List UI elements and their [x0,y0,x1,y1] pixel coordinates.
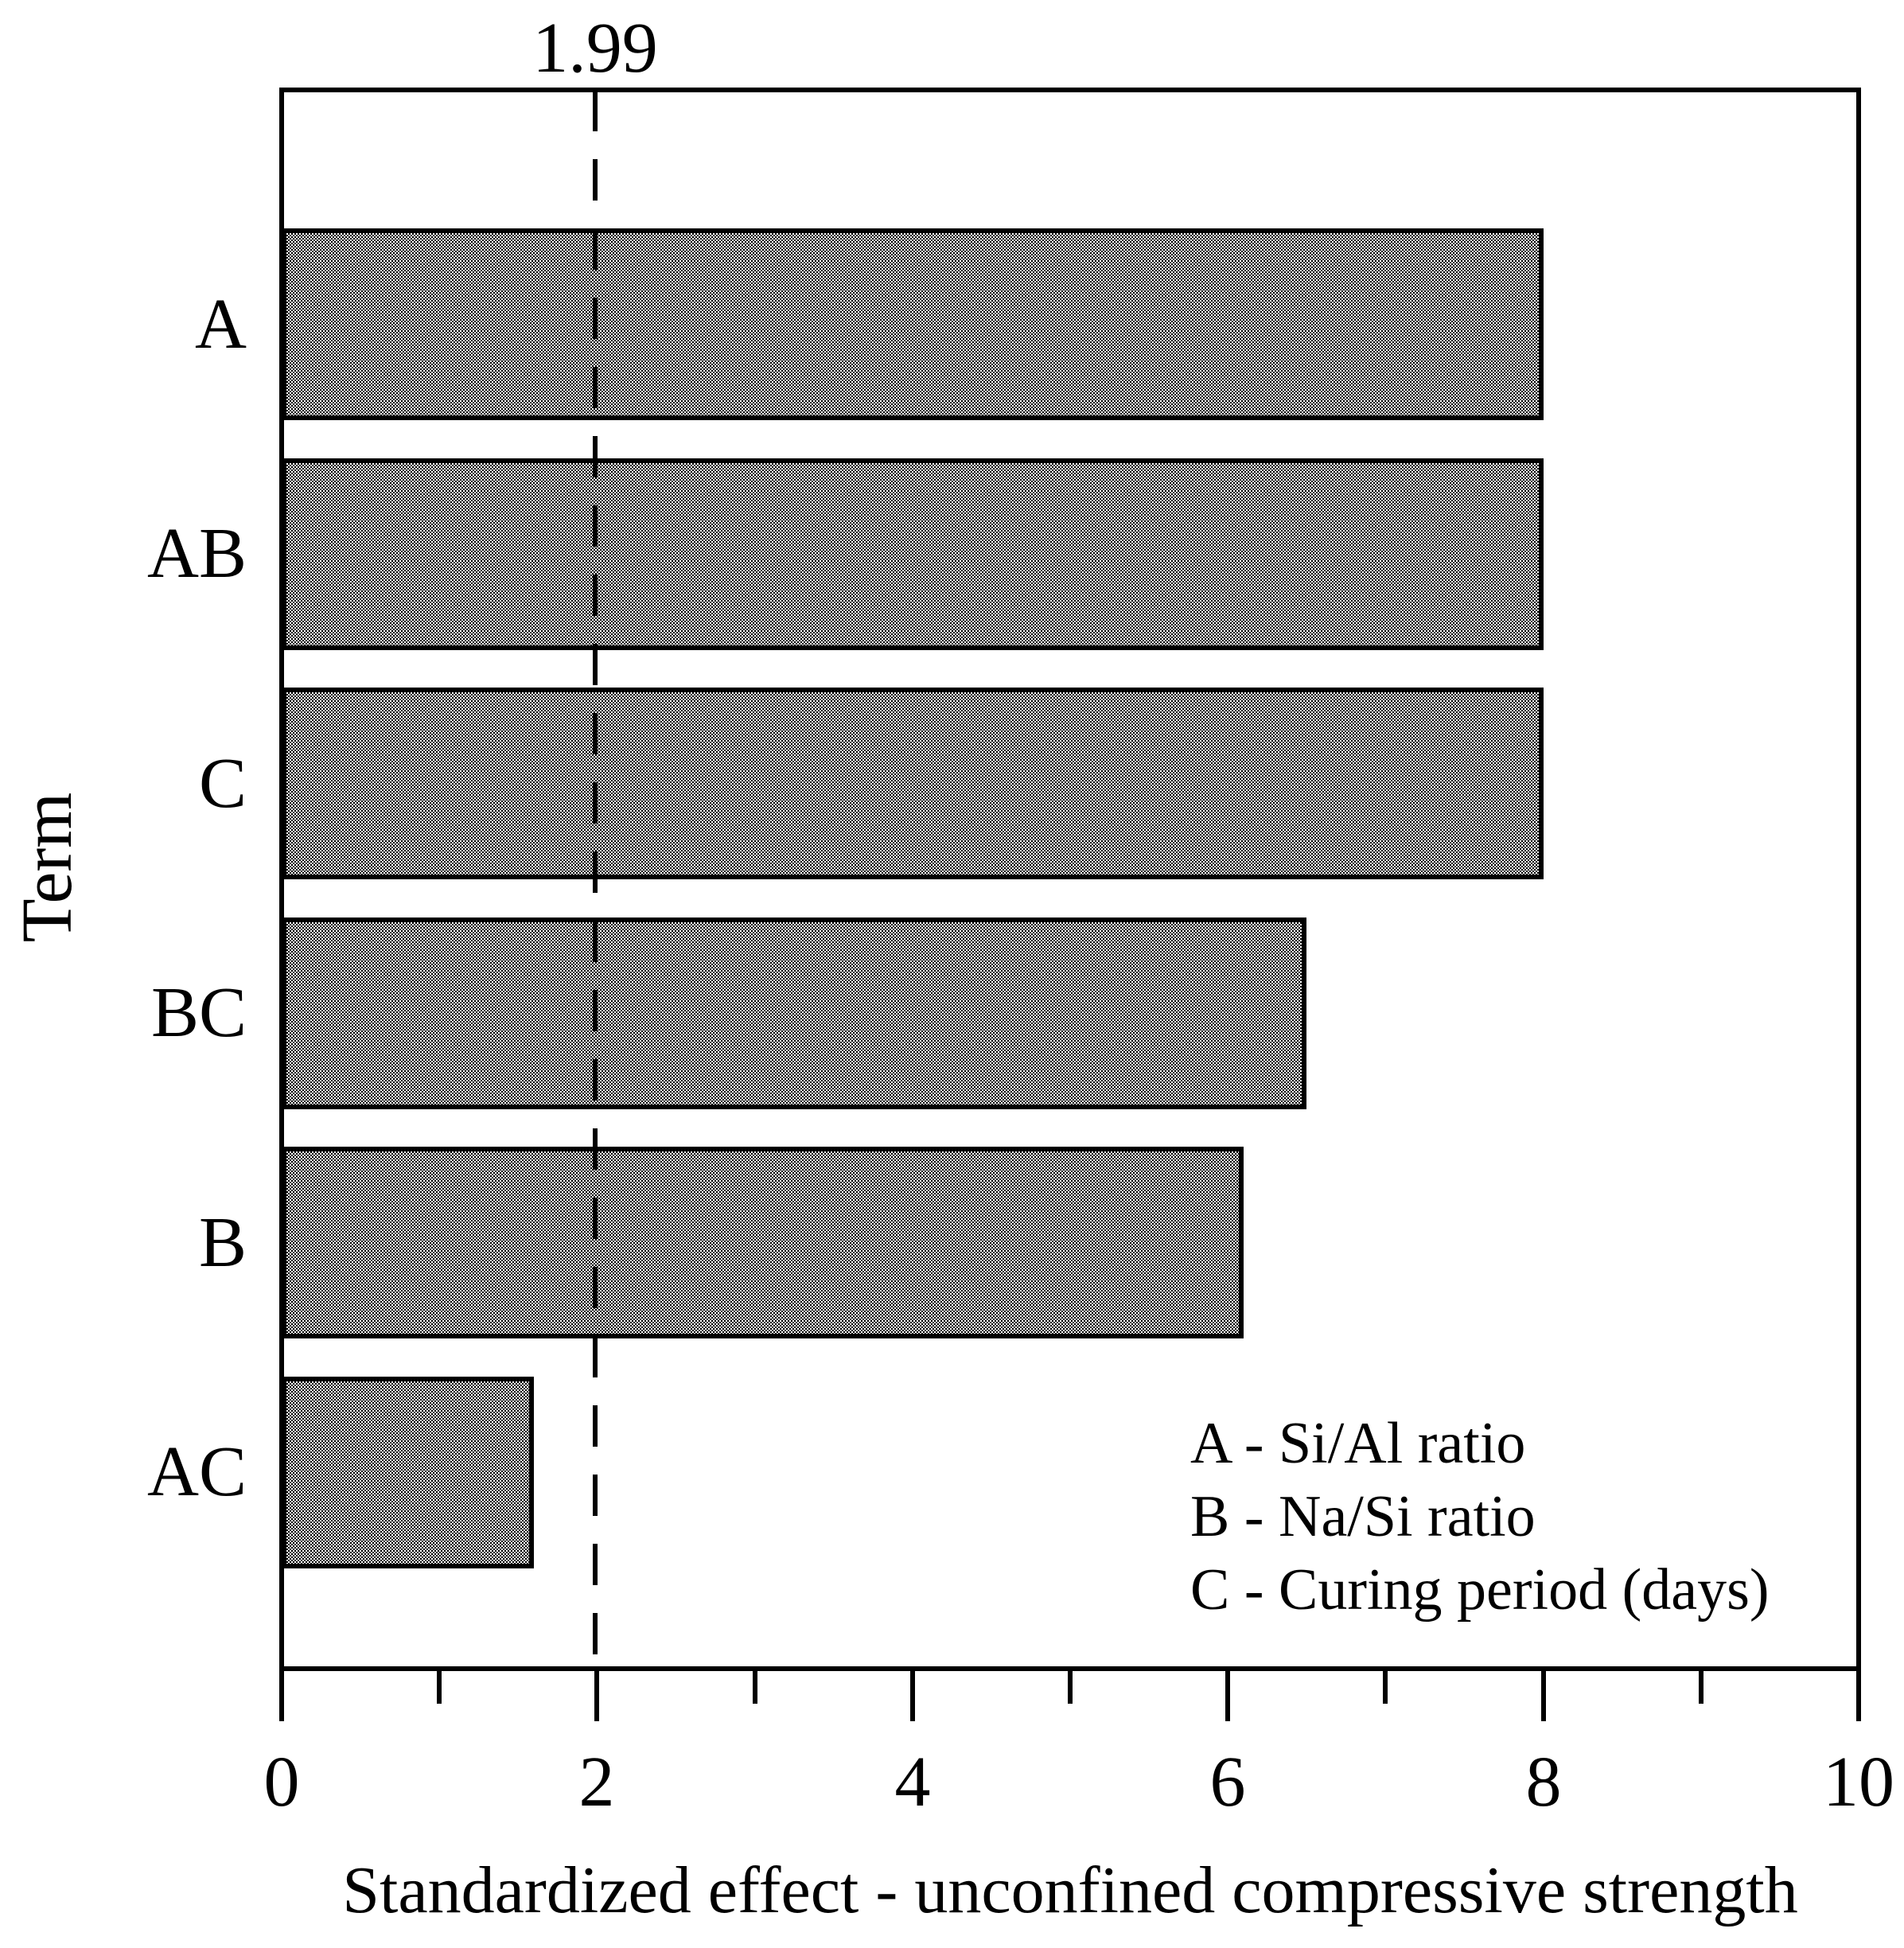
x-tick-minor-1 [437,1669,442,1704]
x-tick-label-6: 6 [1209,1743,1246,1821]
x-axis-title: Standardized effect - unconfined compres… [342,1853,1798,1927]
x-tick-label-8: 8 [1525,1743,1562,1821]
y-axis-title: Term [8,792,87,943]
x-tick-label-2: 2 [578,1743,615,1821]
legend-line-a: A - Si/Al ratio [1190,1411,1526,1476]
bar-C [282,688,1544,879]
bar-B [282,1147,1244,1338]
reference-line [593,90,598,1669]
x-tick-major-6 [1225,1669,1230,1721]
y-tick-label-BC: BC [150,973,247,1052]
x-tick-minor-3 [753,1669,757,1704]
legend-line-c: C - Curing period (days) [1190,1557,1770,1623]
legend-line-b: B - Na/Si ratio [1190,1484,1536,1549]
x-tick-major-8 [1541,1669,1546,1721]
x-tick-minor-7 [1383,1669,1388,1704]
bar-BC [282,917,1306,1109]
x-tick-label-0: 0 [263,1743,300,1821]
y-tick-label-AB: AB [146,514,247,593]
x-tick-minor-9 [1699,1669,1703,1704]
x-tick-label-4: 4 [894,1743,931,1821]
x-tick-major-2 [594,1669,599,1721]
y-tick-label-B: B [198,1203,247,1282]
x-tick-major-4 [910,1669,915,1721]
legend: A - Si/Al ratio B - Na/Si ratio C - Curi… [1190,1407,1770,1627]
y-tick-label-C: C [198,744,247,823]
bar-AC [282,1376,534,1568]
x-tick-major-10 [1856,1669,1861,1721]
y-tick-label-AC: AC [146,1432,247,1511]
y-tick-label-A: A [195,285,247,364]
x-tick-minor-5 [1068,1669,1073,1704]
x-tick-major-0 [279,1669,284,1721]
bar-A [282,228,1544,420]
reference-value-label: 1.99 [532,9,658,88]
x-tick-label-10: 10 [1823,1743,1894,1821]
bar-AB [282,458,1544,650]
